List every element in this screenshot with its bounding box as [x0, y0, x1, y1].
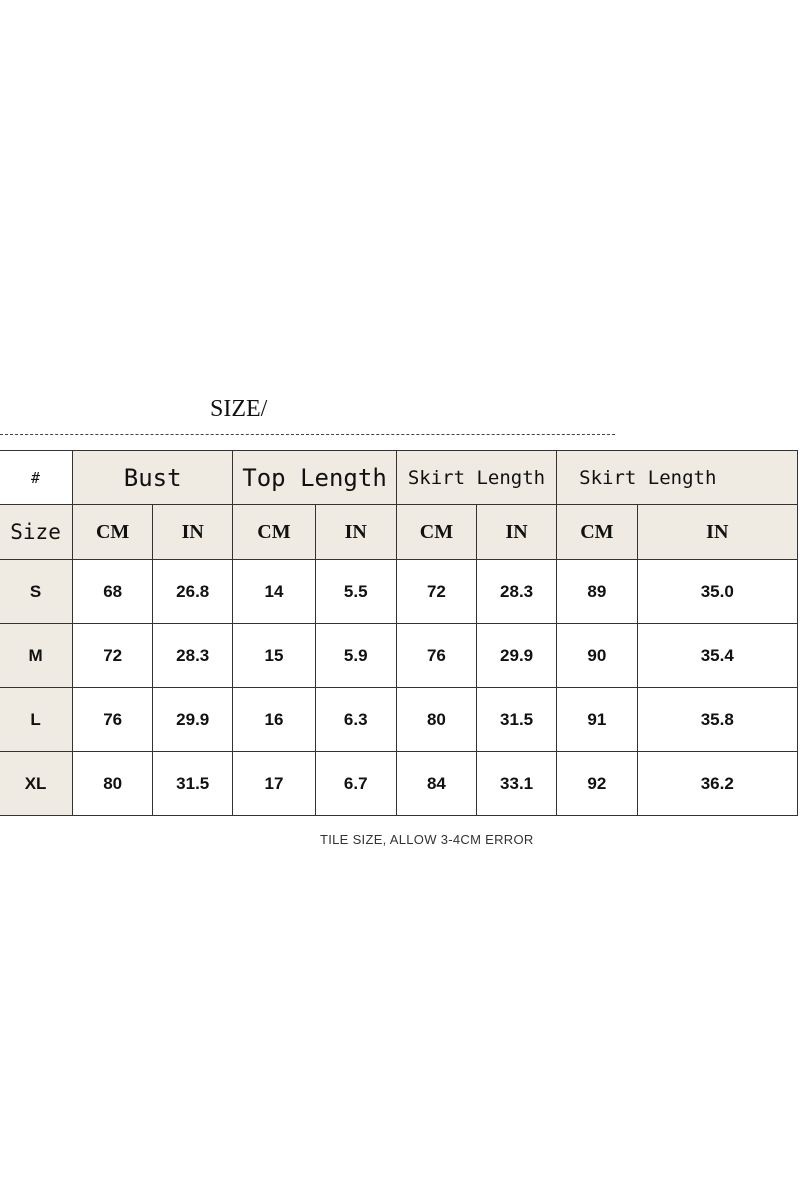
- table-row: XL 80 31.5 17 6.7 84 33.1 92 36.2: [0, 751, 799, 816]
- value-cell: 89: [556, 559, 638, 624]
- value-cell: 15: [232, 623, 316, 688]
- unit-cell: IN: [636, 504, 799, 560]
- value-cell: 80: [395, 687, 478, 752]
- table-row: S 68 26.8 14 5.5 72 28.3 89 35.0: [0, 559, 799, 624]
- value-cell: 36.2: [636, 751, 799, 816]
- value-cell: 6.3: [314, 687, 397, 752]
- dashed-divider: [0, 434, 615, 435]
- unit-cell: IN: [314, 504, 397, 560]
- value-cell: 84: [395, 751, 478, 816]
- table-row: L 76 29.9 16 6.3 80 31.5 91 35.8: [0, 687, 799, 752]
- size-cell: XL: [0, 751, 74, 816]
- value-cell: 80: [72, 751, 154, 816]
- unit-cell: IN: [476, 504, 558, 560]
- value-cell: 5.5: [314, 559, 397, 624]
- value-cell: 14: [232, 559, 316, 624]
- value-cell: 72: [72, 623, 154, 688]
- size-cell: M: [0, 623, 74, 688]
- unit-cell: CM: [232, 504, 316, 560]
- chart-title: SIZE/: [210, 396, 268, 422]
- value-cell: 16: [232, 687, 316, 752]
- unit-cell: CM: [72, 504, 154, 560]
- value-cell: 68: [72, 559, 154, 624]
- value-cell: 76: [72, 687, 154, 752]
- value-cell: 28.3: [152, 623, 234, 688]
- value-cell: 92: [556, 751, 638, 816]
- table-row: M 72 28.3 15 5.9 76 29.9 90 35.4: [0, 623, 799, 688]
- value-cell: 31.5: [476, 687, 558, 752]
- value-cell: 5.9: [314, 623, 397, 688]
- unit-header-row: Size CM IN CM IN CM IN CM IN: [0, 504, 799, 560]
- value-cell: 29.9: [152, 687, 234, 752]
- size-cell: L: [0, 687, 74, 752]
- value-cell: 90: [556, 623, 638, 688]
- unit-cell: CM: [556, 504, 638, 560]
- value-cell: 6.7: [314, 751, 397, 816]
- value-cell: 33.1: [476, 751, 558, 816]
- size-label-cell: Size: [0, 504, 74, 560]
- value-cell: 28.3: [476, 559, 558, 624]
- group-header-row: # Bust Top Length Skirt Length Skirt Len…: [0, 450, 798, 505]
- measurement-note: TILE SIZE, ALLOW 3-4CM ERROR: [320, 832, 534, 847]
- size-table: # Bust Top Length Skirt Length Skirt Len…: [0, 450, 799, 816]
- size-cell: S: [0, 559, 74, 624]
- value-cell: 76: [395, 623, 478, 688]
- group-header-bust: Bust: [72, 450, 234, 505]
- group-header-top-length: Top Length: [232, 450, 397, 505]
- value-cell: 31.5: [152, 751, 234, 816]
- value-cell: 35.0: [636, 559, 799, 624]
- value-cell: 26.8: [152, 559, 234, 624]
- value-cell: 72: [395, 559, 478, 624]
- value-cell: 29.9: [476, 623, 558, 688]
- value-cell: 91: [556, 687, 638, 752]
- group-header-skirt-length: Skirt Length: [395, 450, 558, 505]
- value-cell: 35.4: [636, 623, 799, 688]
- unit-cell: CM: [395, 504, 478, 560]
- group-header-skirt-length-2: Skirt Length: [556, 450, 798, 505]
- unit-cell: IN: [152, 504, 234, 560]
- value-cell: 17: [232, 751, 316, 816]
- value-cell: 35.8: [636, 687, 799, 752]
- corner-cell: #: [0, 450, 74, 505]
